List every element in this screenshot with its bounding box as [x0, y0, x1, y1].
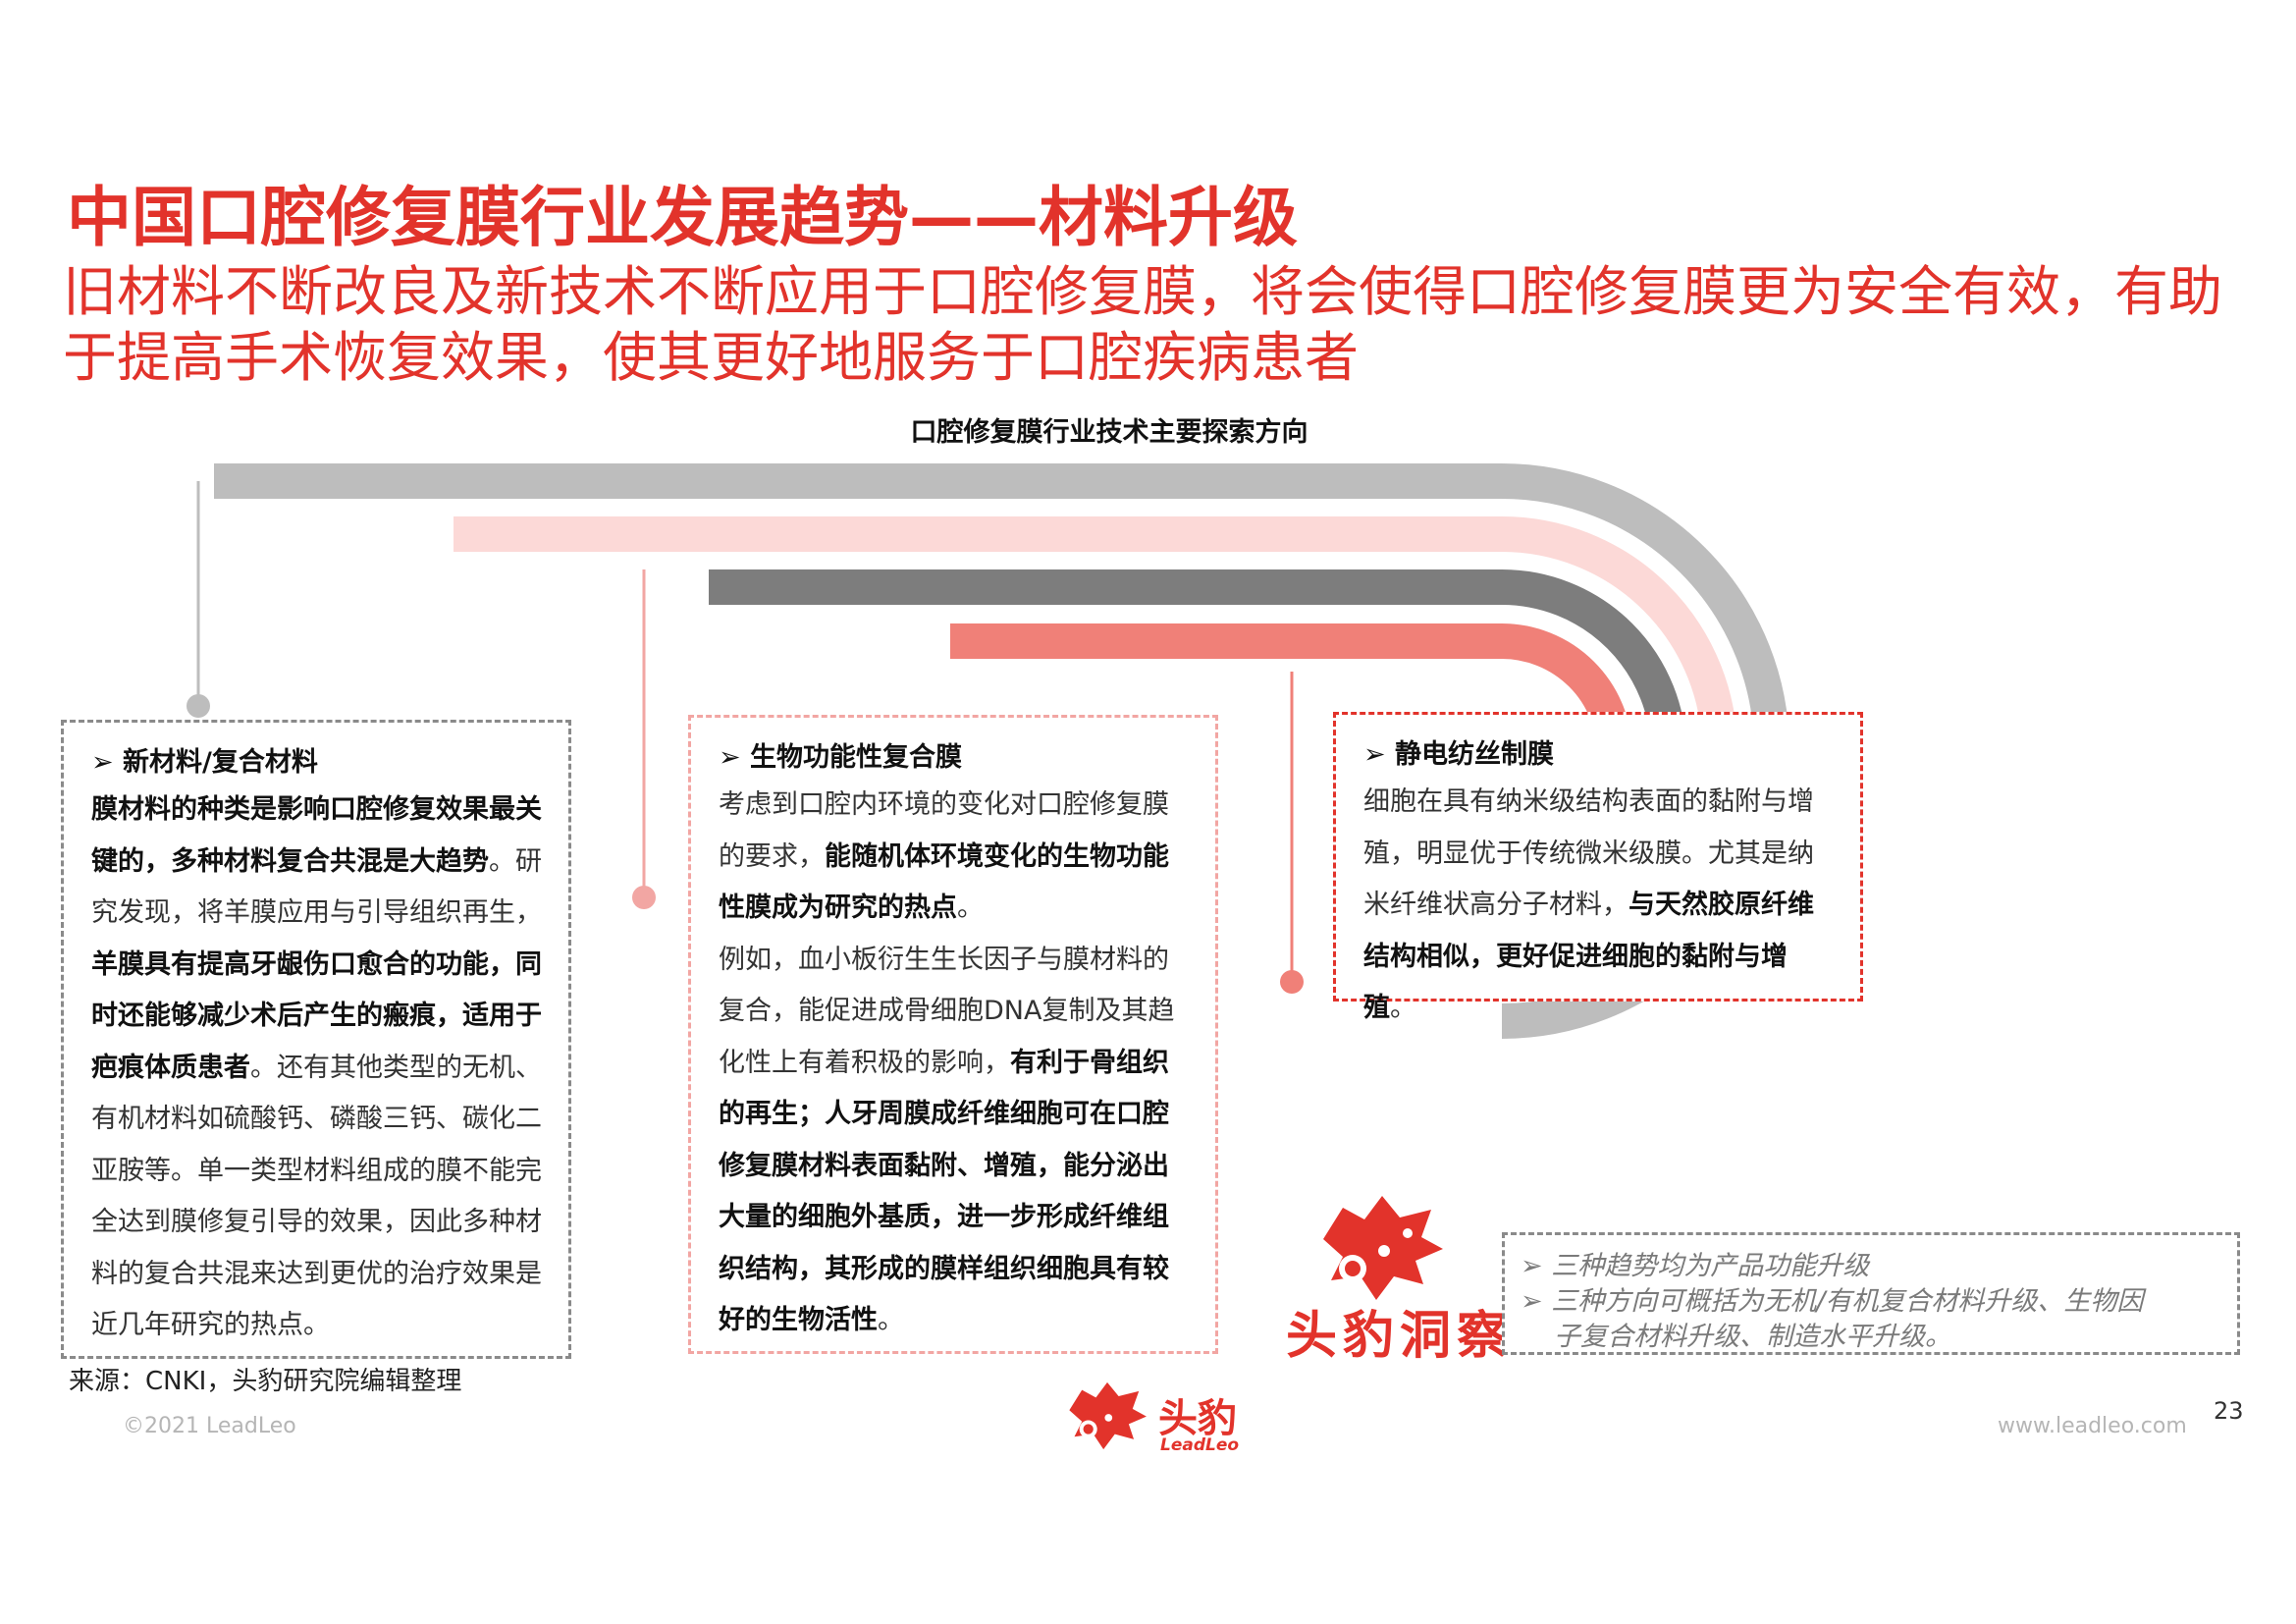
box-heading: ➢ 新材料/复合材料 — [91, 747, 318, 778]
website-link[interactable]: www.leadleo.com — [1998, 1414, 2187, 1438]
trend-box-bio-functional: ➢ 生物功能性复合膜 考虑到口腔内环境的变化对口腔修复膜的要求，能随机体环境变化… — [688, 715, 1218, 1354]
footer-logo-sub: LeadLeo — [1160, 1435, 1240, 1455]
box-text: 细胞在具有纳米级结构表面的黏附与增殖，明显优于传统微米级膜。尤其是纳米纤维状高分… — [1363, 786, 1814, 1023]
box-text: 膜材料的种类是影响口腔修复效果最关键的，多种材料复合共混是大趋势。研究发现，将羊… — [91, 794, 542, 1340]
trend-box-new-materials: ➢ 新材料/复合材料 膜材料的种类是影响口腔修复效果最关键的，多种材料复合共混是… — [61, 720, 571, 1359]
bullet-arrow-icon: ➢ — [91, 747, 114, 778]
box-text: 考虑到口腔内环境的变化对口腔修复膜的要求，能随机体环境变化的生物功能性膜成为研究… — [719, 789, 1169, 923]
footer-logo-brand: 头豹 — [1158, 1396, 1237, 1441]
trend-box-electrospinning: ➢ 静电纺丝制膜 细胞在具有纳米级结构表面的黏附与增殖，明显优于传统微米级膜。尤… — [1333, 712, 1863, 1023]
summary-box: ➢ 三种趋势均为产品功能升级 ➢ 三种方向可概括为无机/有机复合材料升级、生物因… — [1502, 1232, 2240, 1355]
summary-line-2-cont: 子复合材料升级、制造水平升级。 — [1554, 1322, 1951, 1352]
connector-dot-pink — [632, 886, 656, 909]
box-text-example: 例如，血小板衍生生长因子与膜材料的复合，能促进成骨细胞DNA复制及其趋化性上有着… — [719, 944, 1175, 1336]
bullet-arrow-icon: ➢ — [1363, 739, 1386, 770]
footer-logo-icon — [1069, 1381, 1147, 1450]
page-subtitle: 旧材料不断改良及新技术不断应用于口腔修复膜，将会使得口腔修复膜更为安全有效，有助… — [63, 260, 2223, 389]
bullet-arrow-icon: ➢ — [1521, 1251, 1543, 1281]
diagram-title: 口腔修复膜行业技术主要探索方向 — [910, 417, 1308, 448]
source-note: 来源：CNKI，头豹研究院编辑整理 — [69, 1367, 462, 1396]
box-heading: ➢ 生物功能性复合膜 — [719, 742, 963, 773]
copyright: ©2021 LeadLeo — [123, 1414, 296, 1438]
watermark-text: 头豹洞察 — [1286, 1306, 1515, 1366]
connector-dot-gray — [187, 694, 210, 718]
leopard-logo-icon — [1323, 1196, 1443, 1300]
page-number: 23 — [2214, 1397, 2244, 1425]
bullet-arrow-icon: ➢ — [719, 742, 741, 773]
summary-line-1: ➢ 三种趋势均为产品功能升级 — [1521, 1251, 1870, 1281]
summary-line-2: ➢ 三种方向可概括为无机/有机复合材料升级、生物因 — [1521, 1286, 2144, 1317]
page-title: 中国口腔修复膜行业发展趋势——材料升级 — [67, 180, 1298, 255]
connector-dot-red — [1280, 970, 1304, 994]
bullet-arrow-icon: ➢ — [1521, 1286, 1543, 1317]
box-heading: ➢ 静电纺丝制膜 — [1363, 739, 1555, 770]
